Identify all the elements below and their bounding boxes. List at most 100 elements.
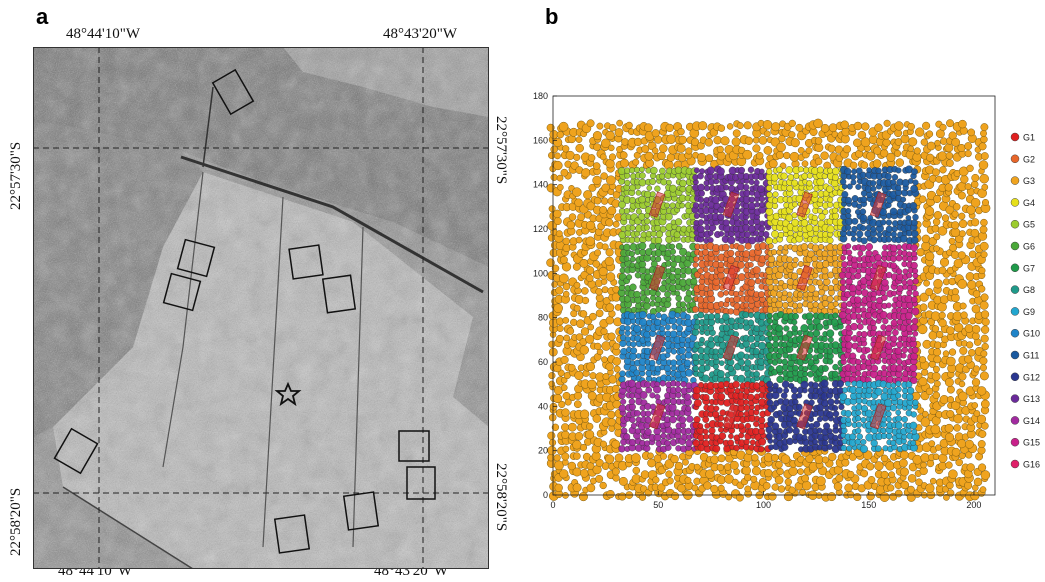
tree-point xyxy=(600,278,608,285)
tree-point xyxy=(628,236,636,244)
tree-point xyxy=(758,195,766,203)
tree-point xyxy=(910,296,918,303)
legend: G1 G2 G3 G4 G5 G6 G7 G8 G9 G10 G11 G12 G13 G14 G15 G16 xyxy=(1010,132,1040,470)
tree-point xyxy=(678,135,687,145)
tree-point xyxy=(931,371,941,381)
tree-point xyxy=(922,121,931,130)
tree-point xyxy=(786,291,793,298)
tree-point xyxy=(600,197,609,205)
tree-point xyxy=(618,492,627,501)
tree-point xyxy=(814,157,823,166)
tree-point xyxy=(592,175,602,186)
tree-point xyxy=(676,143,686,153)
tree-point xyxy=(553,303,563,313)
tree-point xyxy=(797,166,804,173)
tree-point xyxy=(601,356,608,363)
tree-point xyxy=(958,119,967,129)
tree-point xyxy=(938,311,946,319)
legend-marker xyxy=(1010,219,1020,229)
tree-point xyxy=(839,284,847,292)
tree-point xyxy=(900,196,907,203)
tree-point xyxy=(964,481,973,490)
tree-point xyxy=(728,433,734,440)
tree-point xyxy=(895,380,902,387)
tree-point xyxy=(786,296,793,303)
tree-point xyxy=(805,224,814,232)
tree-point xyxy=(570,318,578,327)
tree-point xyxy=(679,202,685,209)
tree-point xyxy=(860,417,867,423)
tree-point xyxy=(783,325,790,332)
tree-point xyxy=(944,423,954,433)
tree-point xyxy=(638,178,647,187)
tree-point xyxy=(550,145,558,154)
tree-point xyxy=(586,483,596,493)
tree-point xyxy=(698,358,706,366)
tree-point xyxy=(928,440,936,447)
tree-point xyxy=(922,410,929,418)
tree-point xyxy=(559,273,569,284)
tree-point xyxy=(644,428,652,436)
y-tick-label: 80 xyxy=(538,313,548,323)
tree-point xyxy=(964,439,974,449)
tree-point xyxy=(945,151,954,160)
tree-point xyxy=(966,463,975,472)
tree-point xyxy=(964,324,974,333)
tree-point xyxy=(586,119,595,128)
tree-point xyxy=(821,439,829,447)
legend-marker xyxy=(1010,154,1020,164)
tree-point xyxy=(880,470,889,479)
tree-point xyxy=(971,332,980,341)
tree-point xyxy=(821,250,829,258)
tree-point xyxy=(638,241,647,250)
tree-point xyxy=(671,492,680,501)
tree-point xyxy=(602,373,610,380)
tree-point xyxy=(693,256,700,263)
tree-point xyxy=(742,184,750,191)
tree-point xyxy=(579,468,589,478)
legend-marker xyxy=(1010,132,1020,142)
tree-point xyxy=(707,325,715,332)
tree-point xyxy=(620,427,628,435)
tree-point xyxy=(811,190,819,198)
tree-point xyxy=(885,236,892,243)
tree-point xyxy=(964,183,972,191)
tree-point xyxy=(979,173,989,184)
tree-point xyxy=(799,489,806,496)
tree-point xyxy=(939,123,947,131)
legend-marker xyxy=(1010,459,1020,469)
tree-point xyxy=(675,354,682,361)
tree-point xyxy=(860,237,868,245)
tree-point xyxy=(629,262,636,268)
tree-point xyxy=(717,261,725,268)
tree-point xyxy=(797,147,805,154)
tree-point xyxy=(633,369,641,377)
plot-squares xyxy=(53,68,436,554)
tree-point xyxy=(981,422,989,430)
tree-point xyxy=(946,159,954,167)
tree-point xyxy=(618,404,627,413)
tree-point xyxy=(612,357,621,366)
tree-point xyxy=(818,243,824,250)
tree-point xyxy=(781,290,788,297)
tree-point xyxy=(611,467,620,476)
tree-point xyxy=(894,129,903,138)
y-tick-label: 100 xyxy=(533,268,548,278)
tree-point xyxy=(701,248,709,256)
tree-point xyxy=(786,426,794,434)
tree-point xyxy=(933,211,942,220)
tree-point xyxy=(938,266,947,275)
tree-point xyxy=(887,484,895,492)
tree-point xyxy=(771,197,779,204)
tree-point xyxy=(855,358,862,365)
tree-point xyxy=(816,177,825,186)
tree-point xyxy=(654,318,662,326)
tree-point xyxy=(885,302,892,309)
tree-point xyxy=(644,218,651,225)
tree-point xyxy=(860,439,867,446)
tree-point xyxy=(980,293,989,302)
tree-point xyxy=(717,415,725,422)
tree-point xyxy=(710,484,719,493)
tree-point xyxy=(639,248,647,256)
